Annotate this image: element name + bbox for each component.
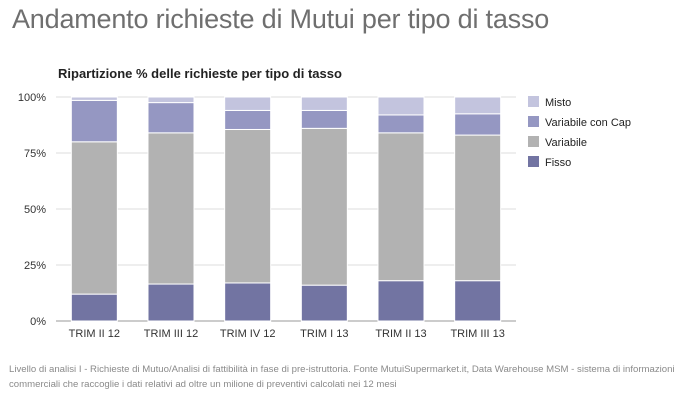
bar-segment-variabile-con-cap <box>224 109 272 130</box>
bar-segment-misto <box>147 96 195 104</box>
x-tick-label: TRIM II 13 <box>375 328 426 340</box>
legend-swatch <box>528 116 539 127</box>
bar-segment-variabile-con-cap <box>377 114 425 134</box>
bar-segment-fisso <box>224 282 272 322</box>
bar-segment-misto <box>70 96 118 101</box>
bar-segment-fisso <box>454 280 502 322</box>
bar-segment-variabile-con-cap <box>300 109 348 129</box>
bar-segment-misto <box>300 96 348 111</box>
bar-segment-fisso <box>147 283 195 322</box>
y-tick-label: 50% <box>24 204 46 216</box>
legend-label: Fisso <box>545 157 571 169</box>
bar-segment-variabile <box>300 127 348 286</box>
legend-swatch <box>528 96 539 107</box>
legend-swatch <box>528 156 539 167</box>
page-title: Andamento richieste di Mutui per tipo di… <box>12 4 550 34</box>
bar-segment-variabile <box>70 141 118 295</box>
bar-segment-variabile-con-cap <box>70 99 118 143</box>
x-tick-label: TRIM IV 12 <box>220 328 276 340</box>
legend-label: Misto <box>545 97 571 109</box>
bar-segment-variabile <box>377 132 425 282</box>
legend-swatch <box>528 136 539 147</box>
y-tick-label: 25% <box>24 260 46 272</box>
bar-segment-misto <box>454 96 502 115</box>
x-tick-label: TRIM II 12 <box>69 328 120 340</box>
x-tick-label: TRIM III 13 <box>450 328 504 340</box>
chart-title: Ripartizione % delle richieste per tipo … <box>58 66 342 81</box>
x-tick-label: TRIM III 12 <box>144 328 198 340</box>
bar-segment-fisso <box>70 293 118 322</box>
bar-segment-misto <box>377 96 425 116</box>
bar-segment-variabile-con-cap <box>454 113 502 136</box>
x-tick-label: TRIM I 13 <box>300 328 348 340</box>
bar-segment-misto <box>224 96 272 111</box>
bar-segment-variabile <box>224 128 272 284</box>
legend-label: Variabile con Cap <box>545 117 631 129</box>
bar-segment-fisso <box>377 280 425 322</box>
y-tick-label: 100% <box>18 92 46 104</box>
bar-segment-variabile <box>454 134 502 282</box>
y-tick-label: 0% <box>30 316 46 328</box>
legend-label: Variabile <box>545 137 587 149</box>
bar-segment-variabile-con-cap <box>147 102 195 134</box>
bar-segment-fisso <box>300 284 348 322</box>
y-tick-label: 75% <box>24 148 46 160</box>
footnote: Livello di analisi I - Richieste di Mutu… <box>9 364 675 390</box>
bar-segment-variabile <box>147 132 195 285</box>
